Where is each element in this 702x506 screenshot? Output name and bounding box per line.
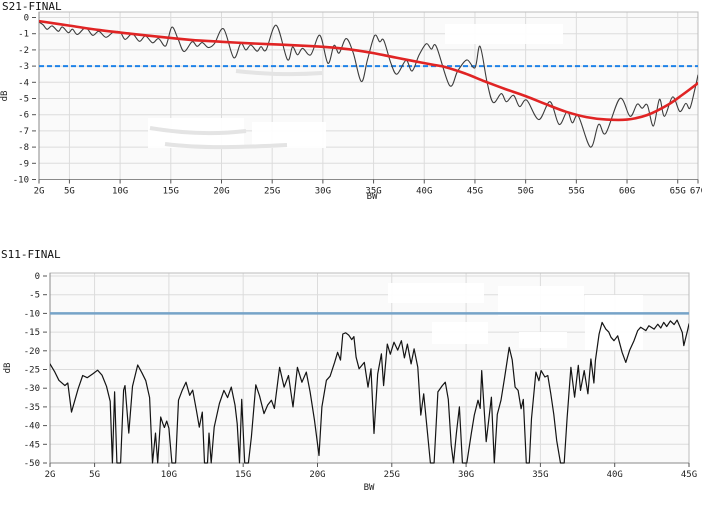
- svg-text:67G: 67G: [690, 187, 702, 197]
- plot-area: [39, 12, 698, 180]
- smudge-artifact: [164, 142, 288, 150]
- svg-text:35G: 35G: [365, 187, 381, 197]
- svg-text:10G: 10G: [112, 187, 128, 197]
- svg-text:2G: 2G: [45, 470, 56, 480]
- s11-chart-title: S11-FINAL: [1, 248, 61, 261]
- svg-text:40G: 40G: [416, 187, 432, 197]
- svg-text:-50: -50: [24, 459, 40, 469]
- smudge-artifact: [445, 24, 563, 44]
- smudge-artifact: [252, 122, 326, 148]
- svg-text:15G: 15G: [235, 470, 251, 480]
- svg-text:-9: -9: [18, 159, 29, 169]
- smudge-artifact: [235, 69, 323, 77]
- svg-text:55G: 55G: [568, 187, 584, 197]
- x-tick-labels: 2G 5G 10G 15G 20G 25G 30G 35G 40G 45G: [45, 470, 698, 480]
- svg-text:-25: -25: [24, 366, 40, 376]
- svg-text:-45: -45: [24, 440, 40, 450]
- svg-text:30G: 30G: [458, 470, 474, 480]
- svg-text:-6: -6: [18, 111, 29, 121]
- svg-text:60G: 60G: [619, 187, 635, 197]
- svg-text:25G: 25G: [264, 187, 280, 197]
- svg-text:-4: -4: [18, 78, 29, 88]
- svg-text:-10: -10: [13, 176, 29, 186]
- gridlines: [50, 273, 689, 463]
- smudge-artifact: [519, 332, 567, 348]
- svg-text:-40: -40: [24, 422, 40, 432]
- trace-s11-measured: [50, 319, 689, 464]
- svg-text:50G: 50G: [518, 187, 534, 197]
- s21-chart: 2G 5G 10G 15G 20G 25G 30G 35G 40G 45G 50G 55G 60G 65G…: [13, 11, 702, 197]
- svg-text:-1: -1: [18, 30, 29, 40]
- smudge-artifact: [432, 322, 488, 344]
- svg-text:30G: 30G: [315, 187, 331, 197]
- svg-text:-7: -7: [18, 127, 29, 137]
- svg-text:15G: 15G: [163, 187, 179, 197]
- smudge-artifact: [498, 286, 584, 316]
- svg-text:5G: 5G: [64, 187, 75, 197]
- s21-chart-title: S21-FINAL: [2, 0, 62, 13]
- svg-text:-10: -10: [24, 309, 40, 319]
- y-tick-labels: 0 -1 -2 -3 -4 -5 -6 -7 -8 -9 -10: [13, 14, 29, 186]
- svg-text:-2: -2: [18, 46, 29, 56]
- svg-text:-5: -5: [29, 291, 40, 301]
- svg-text:20G: 20G: [309, 470, 325, 480]
- x-tick-labels: 2G 5G 10G 15G 20G 25G 30G 35G 40G 45G 50G 55G 60G 65G…: [34, 187, 702, 197]
- s21-x-axis-label: BW: [366, 192, 378, 202]
- smudge-artifact: [149, 126, 247, 136]
- svg-text:0: 0: [35, 272, 40, 282]
- svg-text:10G: 10G: [161, 470, 177, 480]
- svg-text:-5: -5: [18, 95, 29, 105]
- svg-text:35G: 35G: [532, 470, 548, 480]
- svg-text:-30: -30: [24, 384, 40, 394]
- svg-text:45G: 45G: [467, 187, 483, 197]
- svg-text:2G: 2G: [34, 187, 45, 197]
- s11-x-axis-label: BW: [363, 483, 375, 493]
- svg-text:0: 0: [24, 14, 29, 24]
- svg-text:-20: -20: [24, 347, 40, 357]
- smudge-artifact: [585, 295, 643, 350]
- svg-text:25G: 25G: [384, 470, 400, 480]
- svg-text:-15: -15: [24, 328, 40, 338]
- tick-marks: [32, 17, 699, 184]
- svg-text:-3: -3: [18, 62, 29, 72]
- svg-text:-8: -8: [18, 143, 29, 153]
- svg-text:20G: 20G: [213, 187, 229, 197]
- smudge-artifact: [388, 283, 484, 303]
- svg-text:65G: 65G: [670, 187, 686, 197]
- trace-s21-fitted-trend: [39, 19, 698, 122]
- svg-text:5G: 5G: [89, 470, 100, 480]
- tick-marks: [43, 275, 690, 467]
- s11-chart: 2G 5G 10G 15G 20G 25G 30G 35G 40G 45G 0 -5 -10 -15 -20…: [24, 272, 697, 480]
- svg-text:40G: 40G: [607, 470, 623, 480]
- y-tick-labels: 0 -5 -10 -15 -20 -25 -30 -35 -40 -45 -50: [24, 272, 40, 469]
- s21-y-axis-label: dB: [0, 90, 10, 102]
- svg-text:-35: -35: [24, 403, 40, 413]
- s11-y-axis-label: dB: [3, 362, 13, 374]
- svg-text:45G: 45G: [681, 470, 697, 480]
